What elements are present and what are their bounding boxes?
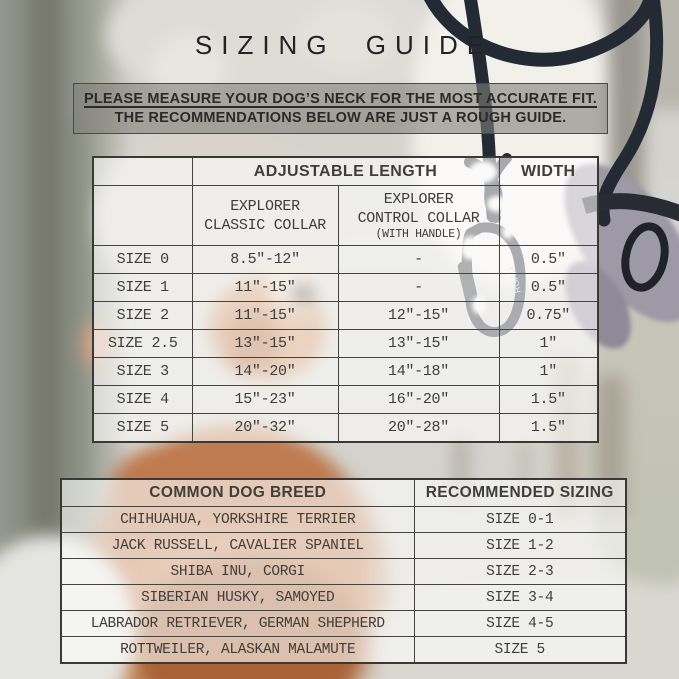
size-label-cell: SIZE 2 [92, 301, 193, 330]
breed-cell: SIBERIAN HUSKY, SAMOYED [60, 584, 415, 611]
measurement-notice-banner: PLEASE MEASURE YOUR DOG’S NECK FOR THE M… [73, 83, 608, 134]
classic-range-cell: 15"-23" [191, 385, 339, 414]
page-title: SIZING GUIDE [194, 30, 494, 60]
breed-table-header-row: COMMON DOG BREED RECOMMENDED SIZING [60, 478, 627, 507]
control-range-cell: 13"-15" [337, 329, 500, 358]
breed-row: SHIBA INU, CORGI SIZE 2-3 [60, 558, 627, 585]
size-row: SIZE 1 11"-15" - 0.5" [92, 273, 599, 302]
control-range-cell: 14"-18" [337, 357, 500, 386]
breed-cell: SHIBA INU, CORGI [60, 558, 415, 585]
size-label-cell: SIZE 2.5 [92, 329, 193, 358]
control-range-cell: 12"-15" [337, 301, 500, 330]
width-value-cell: 0.75" [498, 301, 599, 330]
classic-range-cell: 11"-15" [191, 273, 339, 302]
tree-trunk [70, 120, 86, 540]
classic-collar-header: EXPLORER CLASSIC COLLAR [191, 185, 339, 246]
empty-cell [92, 185, 193, 246]
size-table-subheader-row: EXPLORER CLASSIC COLLAR EXPLORER CONTROL… [92, 185, 599, 246]
width-header: WIDTH [498, 156, 599, 186]
size-label-cell: SIZE 3 [92, 357, 193, 386]
tree-trunk [30, 0, 62, 600]
size-row: SIZE 2 11"-15" 12"-15" 0.75" [92, 301, 599, 330]
breed-recommendation-table: COMMON DOG BREED RECOMMENDED SIZING CHIH… [60, 478, 627, 664]
breed-cell: JACK RUSSELL, CAVALIER SPANIEL [60, 532, 415, 559]
control-range-cell: 16"-20" [337, 385, 500, 414]
leash-o-ring [621, 222, 669, 292]
width-value-cell: 1" [498, 329, 599, 358]
sizing-cell: SIZE 0-1 [413, 506, 627, 533]
classic-range-cell: 11"-15" [191, 301, 339, 330]
classic-range-cell: 14"-20" [191, 357, 339, 386]
control-collar-header: EXPLORER CONTROL COLLAR (WITH HANDLE) [337, 185, 500, 246]
sizing-cell: SIZE 4-5 [413, 610, 627, 637]
sizing-header: RECOMMENDED SIZING [413, 478, 627, 507]
size-label-cell: SIZE 5 [92, 413, 193, 443]
notice-line-1: PLEASE MEASURE YOUR DOG’S NECK FOR THE M… [83, 91, 598, 107]
size-table-header-row: ADJUSTABLE LENGTH WIDTH [92, 156, 599, 186]
control-range-cell: - [337, 273, 500, 302]
sizing-cell: SIZE 2-3 [413, 558, 627, 585]
width-value-cell: 0.5" [498, 245, 599, 274]
breed-row: ROTTWEILER, ALASKAN MALAMUTE SIZE 5 [60, 636, 627, 664]
breed-row: SIBERIAN HUSKY, SAMOYED SIZE 3-4 [60, 584, 627, 611]
size-row: SIZE 3 14"-20" 14"-18" 1" [92, 357, 599, 386]
breed-cell: ROTTWEILER, ALASKAN MALAMUTE [60, 636, 415, 664]
size-label-cell: SIZE 1 [92, 273, 193, 302]
control-range-cell: 20"-28" [337, 413, 500, 443]
control-range-cell: - [337, 245, 500, 274]
size-row: SIZE 0 8.5"-12" - 0.5" [92, 245, 599, 274]
snow-bokeh [300, 5, 395, 67]
collar-size-table: ADJUSTABLE LENGTH WIDTH EXPLORER CLASSIC… [92, 156, 599, 443]
sizing-cell: SIZE 3-4 [413, 584, 627, 611]
sizing-cell: SIZE 1-2 [413, 532, 627, 559]
control-collar-header-sub: (WITH HANDLE) [375, 228, 462, 241]
width-value-cell: 1.5" [498, 413, 599, 443]
width-value-cell: 1" [498, 357, 599, 386]
empty-cell [92, 156, 193, 186]
breed-header: COMMON DOG BREED [60, 478, 415, 507]
classic-range-cell: 13"-15" [191, 329, 339, 358]
size-row: SIZE 4 15"-23" 16"-20" 1.5" [92, 385, 599, 414]
size-label-cell: SIZE 4 [92, 385, 193, 414]
breed-cell: LABRADOR RETRIEVER, GERMAN SHEPHERD [60, 610, 415, 637]
breed-row: LABRADOR RETRIEVER, GERMAN SHEPHERD SIZE… [60, 610, 627, 637]
breed-row: CHIHUAHUA, YORKSHIRE TERRIER SIZE 0-1 [60, 506, 627, 533]
breed-row: JACK RUSSELL, CAVALIER SPANIEL SIZE 1-2 [60, 532, 627, 559]
classic-range-cell: 20"-32" [191, 413, 339, 443]
notice-line-2: THE RECOMMENDATIONS BELOW ARE JUST A ROU… [114, 109, 567, 126]
control-collar-header-main: EXPLORER CONTROL COLLAR [357, 191, 480, 227]
classic-range-cell: 8.5"-12" [191, 245, 339, 274]
width-value-cell: 1.5" [498, 385, 599, 414]
width-value-cell: 0.5" [498, 273, 599, 302]
sizing-cell: SIZE 5 [413, 636, 627, 664]
adjustable-length-header: ADJUSTABLE LENGTH [191, 156, 500, 186]
empty-cell [498, 185, 599, 246]
size-label-cell: SIZE 0 [92, 245, 193, 274]
size-row: SIZE 2.5 13"-15" 13"-15" 1" [92, 329, 599, 358]
breed-cell: CHIHUAHUA, YORKSHIRE TERRIER [60, 506, 415, 533]
size-row: SIZE 5 20"-32" 20"-28" 1.5" [92, 413, 599, 443]
